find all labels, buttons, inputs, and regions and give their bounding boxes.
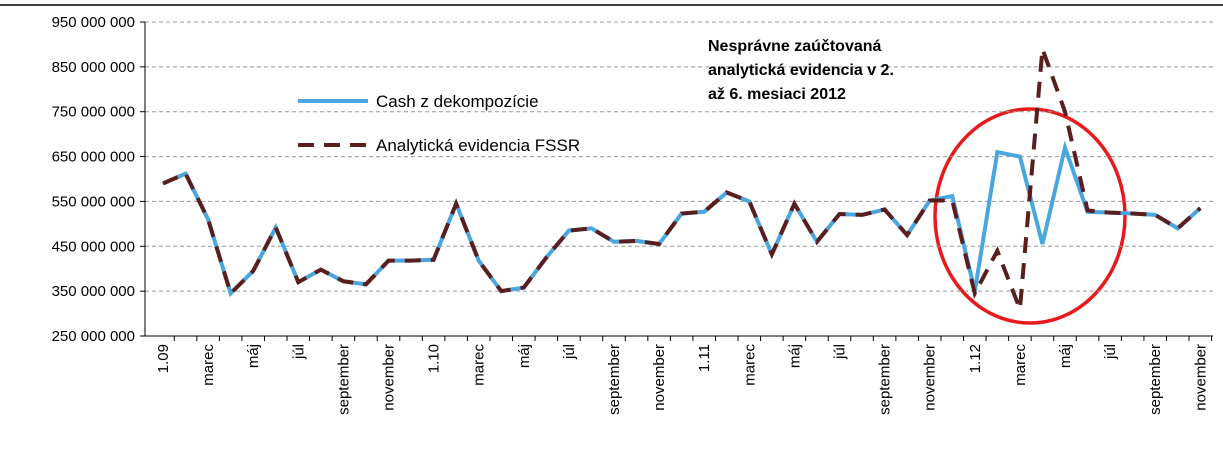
y-tick-label: 450 000 000 (52, 238, 135, 255)
x-tick-label: 1.09 (155, 344, 172, 373)
y-tick-label: 650 000 000 (52, 149, 135, 166)
y-tick-label: 250 000 000 (52, 328, 135, 345)
x-tick-label: 1.11 (696, 344, 713, 372)
x-tick-label: november (651, 344, 668, 411)
x-tick-label: marec (1012, 344, 1029, 386)
x-tick-label: máj (1057, 344, 1074, 368)
legend-label: Cash z dekompozície (376, 92, 539, 111)
y-tick-label: 350 000 000 (52, 283, 135, 300)
x-tick-label: júl (561, 344, 578, 360)
y-tick-label: 950 000 000 (52, 14, 135, 31)
x-tick-label: máj (786, 344, 803, 368)
highlight-ellipse (933, 107, 1127, 325)
annotation: analytická evidencia v 2. (708, 62, 894, 79)
y-tick-label: 850 000 000 (52, 59, 135, 76)
y-tick-label: 550 000 000 (52, 193, 135, 210)
x-tick-label: júl (1102, 344, 1119, 360)
x-tick-label: 1.12 (967, 344, 984, 373)
annotation: Nesprávne zaúčtovaná (708, 38, 882, 55)
x-tick-label: september (877, 344, 894, 415)
x-tick-label: marec (741, 344, 758, 386)
x-tick-label: máj (516, 344, 533, 368)
annotation: až 6. mesiaci 2012 (708, 86, 846, 103)
x-tick-label: september (335, 344, 352, 415)
x-tick-label: 1.10 (426, 344, 443, 373)
legend-label: Analytická evidencia FSSR (376, 136, 580, 155)
x-tick-label: máj (245, 344, 262, 368)
x-tick-label: november (381, 344, 398, 411)
x-tick-label: marec (471, 344, 488, 386)
y-tick-label: 750 000 000 (52, 104, 135, 121)
x-tick-label: november (922, 344, 939, 411)
x-tick-label: november (1192, 344, 1209, 411)
x-tick-label: marec (200, 344, 217, 386)
series-line (162, 48, 1202, 310)
x-tick-label: september (606, 344, 623, 415)
x-tick-label: september (1147, 344, 1164, 415)
x-tick-label: júl (290, 344, 307, 360)
x-tick-label: júl (832, 344, 849, 360)
